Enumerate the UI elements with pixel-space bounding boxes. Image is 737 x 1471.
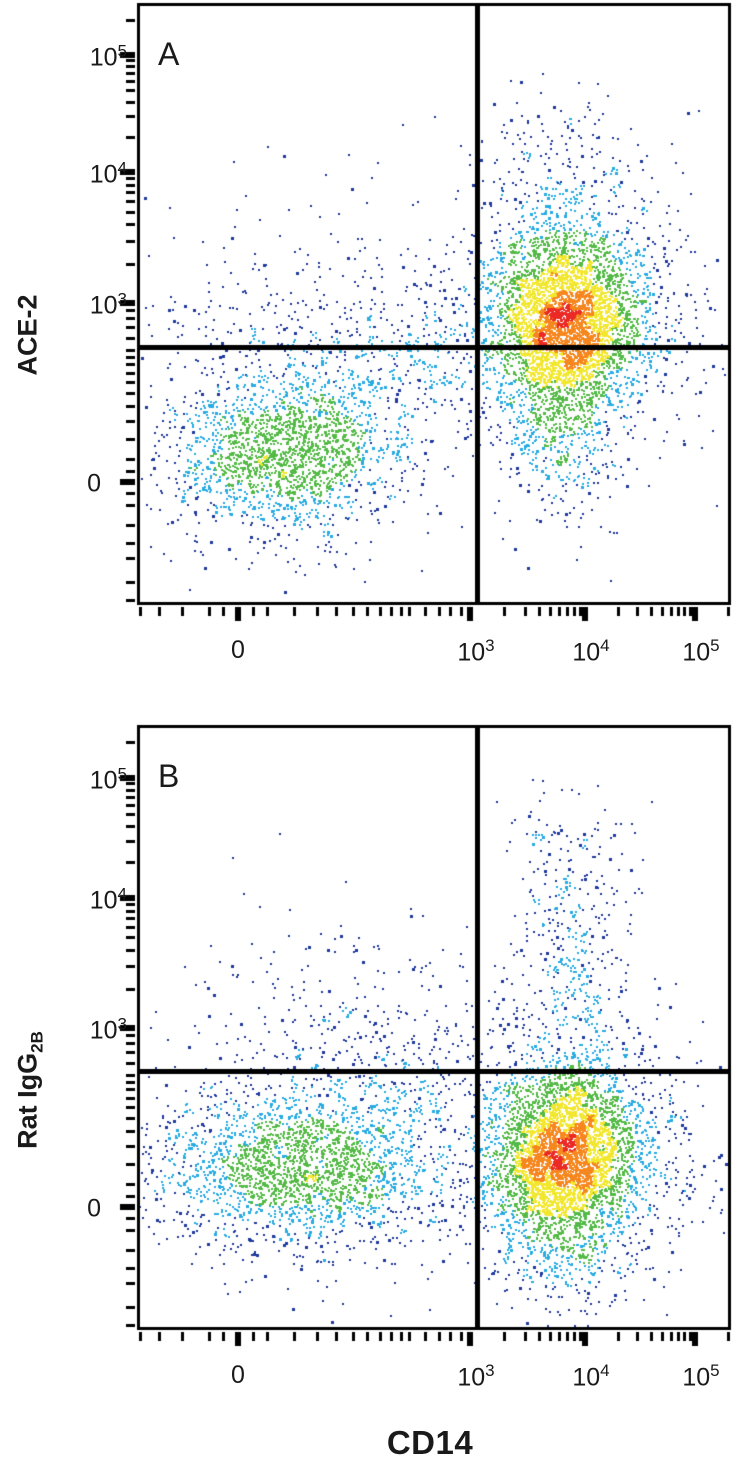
y-tick-label-10e3: 103: [89, 1014, 127, 1045]
y-axis-title-B-subscript: 2B: [27, 1031, 47, 1053]
x-tick-label-0: 0: [231, 1361, 245, 1389]
panel-B-letter: B: [158, 758, 180, 794]
y-tick-label-10e3: 103: [89, 289, 127, 320]
y-tick-label-10e5: 105: [89, 764, 127, 795]
y-axis-title-panel-B: Rat IgG2B: [12, 1031, 47, 1149]
x-tick-label-10e5: 105: [682, 636, 720, 667]
y-tick-label-0: 0: [87, 469, 101, 498]
x-tick-label-0: 0: [231, 636, 245, 664]
y-tick-label-10e4: 104: [89, 158, 127, 189]
x-tick-label-10e4: 104: [572, 636, 610, 667]
x-tick-label-10e3: 103: [457, 636, 495, 667]
y-axis-title-B-text: Rat IgG: [12, 1052, 43, 1149]
x-tick-label-10e3: 103: [457, 1361, 495, 1392]
y-axis-title-panel-A: ACE-2: [12, 294, 47, 375]
y-tick-label-10e4: 104: [89, 884, 127, 915]
x-tick-label-10e5: 105: [682, 1361, 720, 1392]
y-tick-label-0: 0: [87, 1194, 101, 1223]
x-axis-title: CD14: [386, 1424, 474, 1461]
y-tick-label-10e5: 105: [89, 41, 127, 72]
x-tick-label-10e4: 104: [572, 1361, 610, 1392]
y-axis-title-A-text: ACE-2: [12, 294, 43, 376]
panel-A-letter: A: [158, 36, 180, 72]
